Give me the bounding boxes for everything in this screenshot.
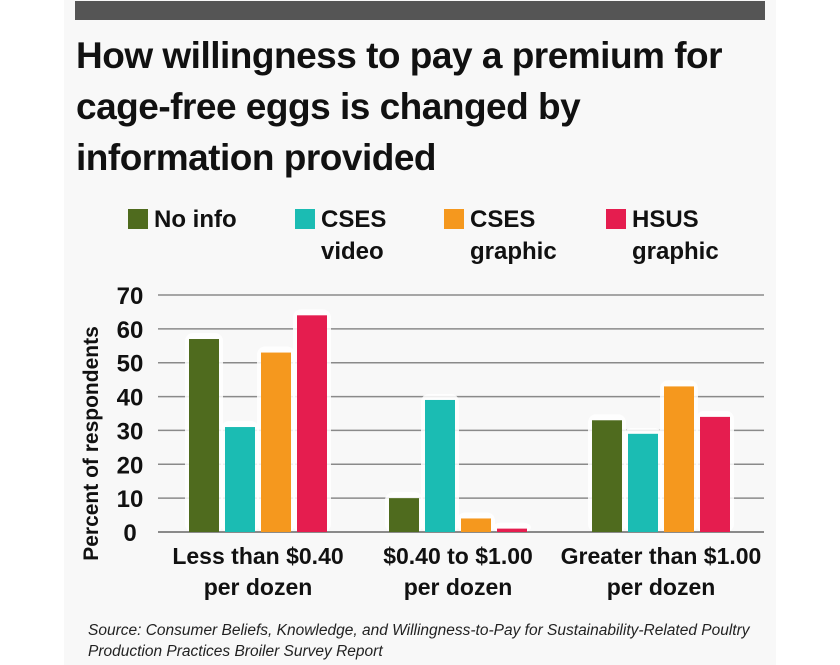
legend-swatch-cses-graphic	[444, 209, 464, 229]
legend-item-cses-graphic: CSES graphic	[444, 204, 580, 268]
y-tick-label: 30	[117, 418, 144, 445]
header-band	[75, 1, 765, 20]
legend-item-hsus-graphic: HSUS graphic	[606, 204, 742, 268]
source-note: Source: Consumer Beliefs, Knowledge, and…	[88, 622, 750, 660]
y-tick-label: 10	[117, 486, 144, 513]
bar-no-info	[389, 498, 419, 532]
bar-cses-graphic	[461, 518, 491, 532]
bar-hsus-graphic	[497, 528, 527, 532]
x-category-label: Greater than $1.00	[561, 543, 762, 569]
bar-hsus-graphic	[297, 315, 327, 532]
legend-item-no-info: No info	[128, 204, 264, 236]
legend: No info CSES video CSES graphic HSUS gra…	[0, 204, 840, 274]
x-category-label: per dozen	[607, 574, 716, 600]
y-axis-title: Percent of respondents	[80, 326, 103, 561]
bar-no-info	[189, 339, 219, 532]
legend-swatch-hsus-graphic	[606, 209, 626, 229]
legend-label-hsus-graphic: HSUS graphic	[632, 206, 719, 265]
bar-cses-graphic	[664, 386, 694, 532]
chart-card	[64, 0, 776, 665]
bar-cses-video	[425, 399, 455, 532]
bar-cses-video	[628, 433, 658, 532]
x-category-label: per dozen	[204, 574, 313, 600]
legend-swatch-cses-video	[295, 209, 315, 229]
chart-title: How willingness to pay a premium for cag…	[76, 35, 723, 178]
legend-label-cses-graphic: CSES graphic	[470, 206, 557, 265]
bar-cses-graphic	[261, 352, 291, 532]
legend-item-cses-video: CSES video	[295, 204, 431, 268]
y-tick-label: 70	[117, 283, 144, 310]
x-category-label: Less than $0.40	[172, 543, 343, 569]
y-tick-label: 40	[117, 385, 144, 412]
bar-no-info	[592, 420, 622, 532]
y-tick-label: 60	[117, 317, 144, 344]
bar-cses-video	[225, 427, 255, 532]
legend-swatch-no-info	[128, 209, 148, 229]
x-category-label: $0.40 to $1.00	[383, 543, 533, 569]
y-tick-label: 0	[123, 520, 136, 547]
legend-label-no-info: No info	[154, 206, 237, 233]
y-tick-label: 50	[117, 351, 144, 378]
bar-hsus-graphic	[700, 416, 730, 532]
x-category-label: per dozen	[404, 574, 513, 600]
legend-label-cses-video: CSES video	[321, 206, 387, 265]
y-tick-label: 20	[117, 452, 144, 479]
